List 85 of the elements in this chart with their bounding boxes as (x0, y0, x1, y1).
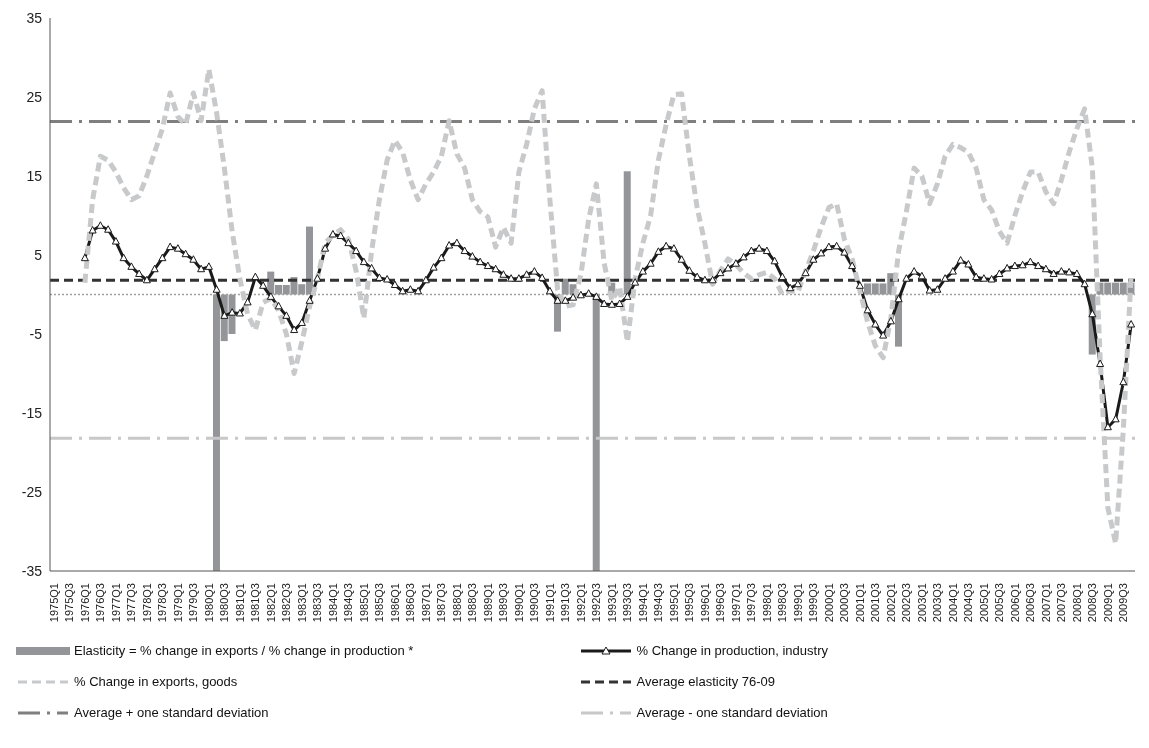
x-tick-label: 1979Q1 (171, 583, 184, 623)
x-tick-label: 1984Q3 (342, 583, 355, 623)
x-tick-label: 1998Q3 (776, 583, 789, 623)
y-tick-label: -15 (21, 404, 43, 421)
x-tick-label: 2005Q3 (993, 583, 1006, 623)
x-tick-label: 1994Q3 (652, 583, 665, 623)
x-tick-label: 2002Q1 (884, 583, 897, 623)
x-tick-label: 2004Q1 (946, 583, 959, 623)
x-tick-label: 1992Q3 (590, 583, 603, 623)
x-tick-label: 1997Q1 (729, 583, 742, 623)
x-tick-label: 1975Q1 (47, 583, 60, 623)
x-tick-label: 2006Q1 (1008, 583, 1021, 623)
x-tick-label: 1996Q3 (714, 583, 727, 623)
x-tick-label: 2003Q3 (931, 583, 944, 623)
x-tick-label: 1977Q1 (109, 583, 122, 623)
x-tick-label: 1980Q1 (202, 583, 215, 623)
y-tick-label: -25 (21, 483, 43, 500)
y-tick-label: -35 (21, 562, 43, 579)
x-tick-label: 1986Q3 (404, 583, 417, 623)
x-tick-label: 1994Q1 (636, 583, 649, 623)
x-tick-label: 1985Q1 (357, 583, 370, 623)
x-tick-label: 2007Q3 (1055, 583, 1068, 623)
y-tick-label: 15 (26, 167, 43, 184)
x-tick-label: 1976Q3 (94, 583, 107, 623)
legend-label: Elasticity = % change in exports / % change in production * (74, 643, 414, 658)
legend-label: Average - one standard deviation (636, 705, 828, 720)
x-tick-label: 1986Q1 (388, 583, 401, 623)
x-tick-label: 1996Q1 (698, 583, 711, 623)
x-tick-label: 1987Q1 (419, 583, 432, 623)
x-tick-label: 1992Q1 (574, 583, 587, 623)
x-tick-label: 1982Q3 (280, 583, 293, 623)
y-tick-label: -5 (29, 325, 43, 342)
x-tick-label: 2000Q3 (838, 583, 851, 623)
x-tick-label: 2003Q1 (915, 583, 928, 623)
x-tick-label: 1991Q1 (543, 583, 556, 623)
x-tick-label: 1979Q3 (187, 583, 200, 623)
x-tick-label: 1981Q1 (233, 583, 246, 623)
y-tick-label: 25 (26, 88, 43, 105)
legend-label: Average + one standard deviation (74, 705, 269, 720)
x-tick-label: 2001Q1 (853, 583, 866, 623)
x-tick-label: 1989Q3 (497, 583, 510, 623)
x-tick-label: 1978Q3 (156, 583, 169, 623)
legend-label: % Change in production, industry (636, 643, 829, 658)
x-tick-label: 1990Q1 (512, 583, 525, 623)
bar (592, 294, 600, 571)
x-tick-label: 1989Q1 (481, 583, 494, 623)
x-tick-label: 1991Q3 (559, 583, 572, 623)
x-tick-label: 2002Q3 (900, 583, 913, 623)
x-tick-label: 1983Q3 (311, 583, 324, 623)
x-tick-label: 1997Q3 (745, 583, 758, 623)
x-tick-label: 1983Q1 (295, 583, 308, 623)
x-tick-label: 2007Q1 (1039, 583, 1052, 623)
x-tick-label: 1999Q3 (807, 583, 820, 623)
x-tick-label: 1995Q1 (667, 583, 680, 623)
x-tick-label: 1993Q3 (621, 583, 634, 623)
x-tick-label: 2008Q1 (1070, 583, 1083, 623)
x-tick-label: 1987Q3 (435, 583, 448, 623)
x-tick-label: 2001Q3 (869, 583, 882, 623)
x-tick-label: 1978Q1 (140, 583, 153, 623)
x-tick-label: 1984Q1 (326, 583, 339, 623)
x-tick-label: 1977Q3 (125, 583, 138, 623)
x-tick-label: 1980Q3 (218, 583, 231, 623)
x-tick-label: 1993Q1 (605, 583, 618, 623)
x-tick-label: 1975Q3 (63, 583, 76, 623)
x-tick-label: 1981Q3 (249, 583, 262, 623)
x-tick-label: 1998Q1 (760, 583, 773, 623)
x-tick-label: 1990Q3 (528, 583, 541, 623)
x-tick-label: 2000Q1 (822, 583, 835, 623)
x-tick-label: 2008Q3 (1086, 583, 1099, 623)
legend-label: Average elasticity 76-09 (636, 674, 776, 689)
x-tick-label: 1976Q1 (78, 583, 91, 623)
legend-label: % Change in exports, goods (74, 674, 238, 689)
y-tick-label: 5 (34, 246, 43, 263)
x-tick-label: 1988Q1 (450, 583, 463, 623)
x-tick-label: 1995Q3 (683, 583, 696, 623)
x-tick-label: 1999Q1 (791, 583, 804, 623)
x-tick-label: 1982Q1 (264, 583, 277, 623)
x-tick-label: 2009Q3 (1117, 583, 1130, 623)
x-tick-label: 1988Q3 (466, 583, 479, 623)
y-tick-label: 35 (26, 9, 43, 26)
x-tick-label: 2005Q1 (977, 583, 990, 623)
x-tick-label: 2009Q1 (1101, 583, 1114, 623)
x-tick-label: 1985Q3 (373, 583, 386, 623)
x-tick-label: 2004Q3 (962, 583, 975, 623)
x-tick-label: 2006Q3 (1024, 583, 1037, 623)
